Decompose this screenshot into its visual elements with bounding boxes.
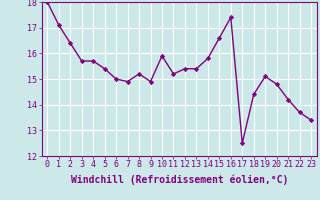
X-axis label: Windchill (Refroidissement éolien,°C): Windchill (Refroidissement éolien,°C) [70,175,288,185]
